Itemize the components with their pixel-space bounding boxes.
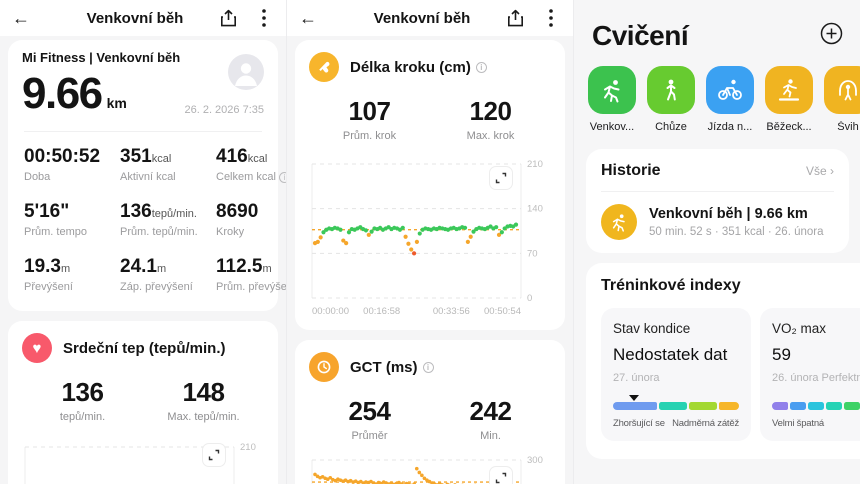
- data-source: Mi Fitness | Venkovní běh: [22, 50, 181, 65]
- hr-average: 136 tepů/min.: [59, 377, 106, 423]
- expand-chart-icon[interactable]: [489, 166, 513, 190]
- svg-text:70: 70: [527, 248, 538, 259]
- more-menu-icon[interactable]: [254, 8, 274, 28]
- heart-rate-title: Srdeční tep (tepů/min.): [63, 339, 226, 357]
- heart-icon: ♥: [22, 333, 52, 363]
- history-card: Historie Vše › Venkovní běh | 9.66 km 50…: [586, 149, 849, 253]
- gct-chart[interactable]: 300200: [309, 452, 551, 484]
- cycling-icon: [706, 66, 754, 114]
- jump-rope-icon: [824, 66, 860, 114]
- expand-chart-icon[interactable]: [489, 466, 513, 484]
- clock-icon: [309, 352, 339, 382]
- stride-average: 107 Prům. krok: [342, 96, 397, 142]
- svg-text:00:33:56: 00:33:56: [433, 306, 470, 317]
- svg-text:00:50:54: 00:50:54: [484, 306, 521, 317]
- stat-elevation-gain: 19.3m Převýšení: [24, 256, 73, 293]
- stat-active-kcal: 351kcal Aktivní kcal: [120, 146, 176, 183]
- info-icon[interactable]: i: [278, 171, 286, 183]
- app-header: ← Venkovní běh: [287, 0, 573, 36]
- see-all-link[interactable]: Vše ›: [805, 164, 834, 178]
- workout-type-treadmill[interactable]: Běžeck...: [765, 66, 813, 133]
- avatar[interactable]: [228, 54, 264, 90]
- workout-types-row: Venkov... Chůze Jízda n... Běžeck...: [574, 66, 860, 133]
- svg-text:0: 0: [527, 293, 532, 304]
- gct-min: 242 Min.: [469, 396, 512, 442]
- exercise-home-panel: Cvičení Venkov... Chůze: [574, 0, 860, 484]
- add-workout-icon[interactable]: [820, 22, 843, 50]
- stat-avg-hr: 136tepů/min. Prům. tepů/min.: [120, 201, 198, 238]
- treadmill-icon: [765, 66, 813, 114]
- stat-avg-pace: 5'16" Prům. tempo: [24, 201, 87, 238]
- info-icon[interactable]: i: [422, 361, 434, 373]
- page-title: Venkovní běh: [373, 9, 471, 27]
- svg-text:140: 140: [527, 204, 543, 215]
- stride-max: 120 Max. krok: [466, 96, 515, 142]
- runner-icon: [601, 204, 637, 240]
- summary-card: Mi Fitness | Venkovní běh 9.66 km 26. 2.…: [8, 40, 286, 311]
- stat-steps: 8690 Kroky: [216, 201, 259, 238]
- heart-rate-chart[interactable]: 210150: [22, 433, 264, 484]
- workout-detail-panel-2: ← Venkovní běh Délka kroku (cm) i 1: [287, 0, 574, 484]
- app-header: ← Venkovní běh: [0, 0, 286, 36]
- fitness-status-card[interactable]: Stav kondice Nedostatek dat 27. února Zh…: [601, 308, 751, 441]
- history-item-title: Venkovní běh | 9.66 km: [649, 206, 808, 222]
- svg-text:300: 300: [527, 455, 543, 466]
- heart-rate-card: ♥ Srdeční tep (tepů/min.) 136 tepů/min. …: [8, 321, 278, 484]
- workout-detail-panel-1: ← Venkovní běh Mi Fitness | Venkovní běh…: [0, 0, 287, 484]
- svg-text:210: 210: [527, 159, 543, 170]
- divider: [601, 191, 834, 192]
- training-indexes-card: Tréninkové indexy Stav kondice Nedostate…: [586, 263, 860, 459]
- svg-text:00:00:00: 00:00:00: [312, 306, 349, 317]
- stride-title: Délka kroku (cm): [350, 58, 471, 76]
- distance-value: 9.66: [22, 69, 103, 118]
- page-title: Venkovní běh: [86, 9, 184, 27]
- page-title: Cvičení: [592, 20, 689, 51]
- gct-card: GCT (ms) i 254 Průměr 242 Min. 300200: [295, 340, 565, 484]
- workout-type-walking[interactable]: Chůze: [647, 66, 695, 133]
- back-icon[interactable]: ←: [299, 7, 317, 28]
- history-item[interactable]: Venkovní běh | 9.66 km 50 min. 52 s · 35…: [601, 204, 834, 240]
- walking-icon: [647, 66, 695, 114]
- history-title: Historie: [601, 162, 661, 179]
- training-indexes-title: Tréninkové indexy: [601, 277, 741, 294]
- workout-type-jump-rope[interactable]: Švih: [824, 66, 860, 133]
- stride-length-chart[interactable]: 210 140 70 0 00:00:00 00:16:58 00:33:56 00:50:5…: [309, 152, 551, 318]
- scale-marker-icon: [629, 395, 640, 401]
- stat-total-kcal: 416kcal Celkem kcal i: [216, 146, 286, 183]
- more-menu-icon[interactable]: [541, 8, 561, 28]
- history-item-subtitle: 50 min. 52 s · 351 kcal · 26. února: [649, 226, 824, 238]
- stat-duration: 00:50:52 Doba: [24, 146, 101, 183]
- vo2max-value: 59: [772, 345, 791, 364]
- vo2max-card[interactable]: VO₂ max 59 26. února Perfektní Velmi špa…: [760, 308, 860, 441]
- stats-grid: 00:50:52 Doba 351kcal Aktivní kcal 416kcal…: [22, 144, 286, 293]
- info-icon[interactable]: i: [475, 61, 487, 73]
- workout-datetime: 26. 2. 2026 7:35: [184, 104, 264, 116]
- gct-title: GCT (ms): [350, 358, 418, 376]
- share-icon[interactable]: [505, 8, 525, 28]
- hr-max: 148 Max. tepů/min.: [167, 377, 240, 423]
- svg-text:210: 210: [240, 442, 256, 453]
- fitness-status-value: Nedostatek dat: [613, 345, 728, 364]
- workout-type-outdoor-run[interactable]: Venkov...: [588, 66, 636, 133]
- back-icon[interactable]: ←: [12, 7, 30, 28]
- fitness-status-scale: [613, 395, 739, 410]
- shoe-icon: [309, 52, 339, 82]
- stride-length-card: Délka kroku (cm) i 107 Prům. krok 120 Max…: [295, 40, 565, 330]
- gct-average: 254 Průměr: [348, 396, 391, 442]
- vo2max-scale: [772, 402, 860, 410]
- distance-unit: km: [106, 95, 127, 111]
- workout-type-cycling[interactable]: Jízda n...: [706, 66, 754, 133]
- svg-text:00:16:58: 00:16:58: [363, 306, 400, 317]
- outdoor-run-icon: [588, 66, 636, 114]
- stat-elevation-loss: 24.1m Záp. převýšení: [120, 256, 193, 293]
- share-icon[interactable]: [218, 8, 238, 28]
- expand-chart-icon[interactable]: [202, 443, 226, 467]
- divider: [24, 131, 262, 132]
